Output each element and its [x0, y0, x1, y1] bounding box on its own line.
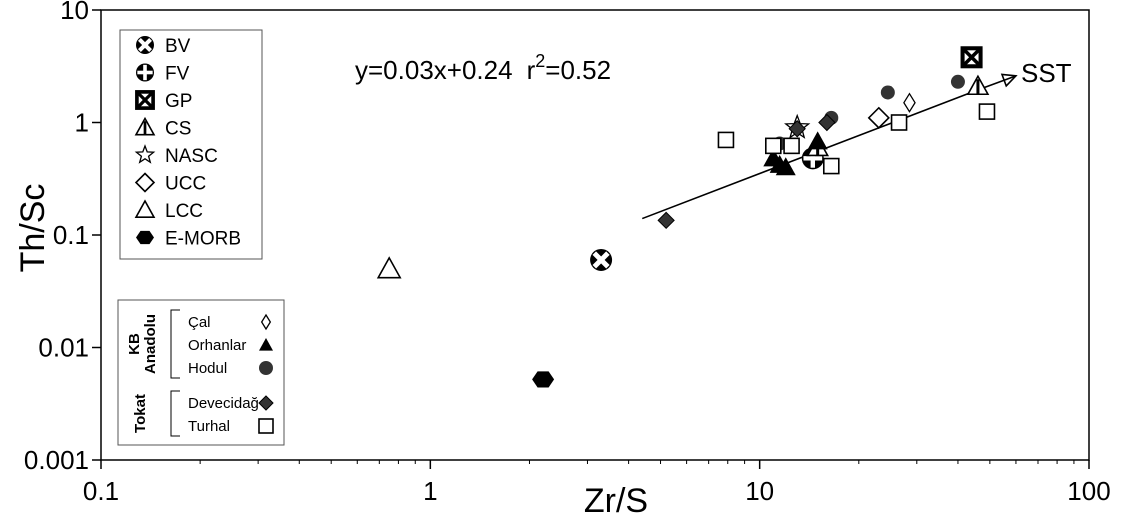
- legend-group-label: Tokat: [132, 394, 149, 433]
- legend-marker-devecidag: [258, 395, 274, 411]
- data-points: [376, 46, 996, 388]
- legend-label-hodul: Hodul: [188, 360, 227, 377]
- legend-label-devecidag: Devecidağ: [188, 395, 259, 412]
- legend-marker-ucc: [134, 172, 156, 193]
- point-ucc: [867, 106, 890, 129]
- trend-label: SST: [1021, 58, 1072, 88]
- legend-marker-bv: [136, 36, 154, 54]
- legend-marker-lcc: [134, 199, 156, 218]
- sample-legend: KB Anadolu Çal Orhanlar Hodul Tokat Devecidağ T…: [117, 299, 285, 446]
- legend-label-cal: Çal: [188, 314, 211, 331]
- point-turhal: [890, 114, 908, 131]
- legend-label-nasc: NASC: [165, 146, 218, 167]
- point-gp: [960, 46, 983, 69]
- point-turhal: [978, 103, 996, 120]
- point-cal: [903, 92, 916, 113]
- legend-group-label-2: Anadolu: [142, 314, 159, 374]
- point-turhal: [764, 137, 782, 155]
- legend-label-gp: GP: [165, 91, 192, 112]
- legend-marker-nasc: [134, 144, 156, 164]
- legend-label-orhanlar: Orhanlar: [188, 337, 246, 354]
- legend-marker-orhanlar: [259, 338, 273, 351]
- x-axis-label: Zr/S: [584, 482, 648, 520]
- y-tick-label: 1: [75, 108, 89, 138]
- axes: 0.1 1 10 100 0.001 0.01 0.1 1 10: [24, 0, 1111, 506]
- point-turhal: [822, 157, 840, 175]
- trend-arrow-head: [1000, 73, 1018, 88]
- point-orhanlar: [775, 157, 796, 176]
- x-tick-label: 10: [745, 476, 774, 506]
- point-bv: [590, 248, 613, 271]
- legend-label-cs: CS: [165, 119, 191, 140]
- legend-marker-fv: [136, 63, 154, 82]
- point-devecidag: [657, 211, 675, 230]
- point-devecidag: [788, 120, 806, 138]
- legend-label-lcc: LCC: [165, 201, 203, 222]
- point-hodul: [950, 74, 965, 89]
- point-cs: [966, 74, 990, 96]
- x-tick-label: 100: [1067, 476, 1110, 506]
- legend-label-fv: FV: [165, 64, 190, 85]
- y-tick-label: 0.001: [24, 445, 89, 475]
- x-tick-label: 0.1: [83, 476, 119, 506]
- legend-group-label: KB: [126, 333, 143, 355]
- point-lcc: [376, 256, 402, 279]
- point-devecidag: [818, 113, 836, 132]
- y-tick-label: 0.1: [53, 220, 89, 250]
- legend-marker-cs: [134, 116, 156, 136]
- legend-marker-emorb: [136, 230, 154, 245]
- legend-label-bv: BV: [165, 36, 191, 57]
- point-turhal: [783, 137, 800, 155]
- legend-marker-cal: [260, 313, 272, 331]
- legend-group-bracket: [170, 309, 180, 379]
- legend-marker-turhal: [258, 418, 274, 434]
- legend-label-ucc: UCC: [165, 174, 206, 195]
- point-emorb: [532, 371, 555, 388]
- reference-legend: BV FV GP CS NASC UCC LCC E-MORB: [119, 29, 263, 260]
- y-tick-label: 0.01: [38, 333, 89, 363]
- legend-group-bracket: [170, 390, 180, 437]
- y-tick-label: 10: [60, 0, 89, 25]
- legend-marker-hodul: [259, 361, 273, 375]
- point-orhanlar: [807, 131, 828, 150]
- sample-legend-box: [117, 299, 285, 446]
- legend-label-turhal: Turhal: [188, 418, 230, 435]
- legend-label-emorb: E-MORB: [165, 229, 241, 250]
- point-turhal: [717, 131, 735, 149]
- x-tick-label: 1: [423, 476, 437, 506]
- point-hodul: [880, 85, 895, 100]
- legend-marker-gp: [135, 90, 155, 110]
- y-axis-label: Th/Sc: [14, 184, 52, 273]
- regression-equation: y=0.03x+0.24 r2=0.52: [355, 51, 611, 85]
